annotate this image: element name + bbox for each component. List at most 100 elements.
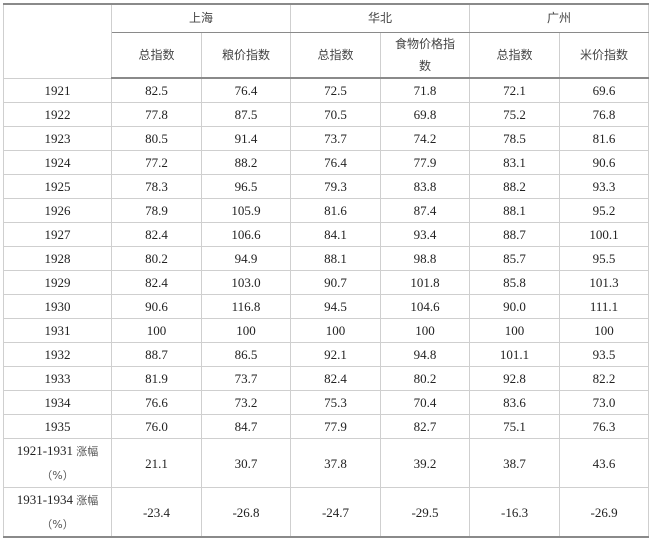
summary-years: 1921-1931: [16, 443, 74, 458]
summary-value-cell: 21.1: [111, 438, 202, 488]
value-cell: 98.8: [380, 246, 471, 271]
value-cell: 80.2: [111, 246, 202, 271]
value-cell: 78.5: [469, 126, 561, 151]
value-cell: 75.3: [290, 390, 382, 415]
value-cell: 100: [200, 318, 292, 343]
year-cell: 1921: [3, 77, 112, 103]
value-cell: 75.1: [469, 414, 561, 439]
value-cell: 103.0: [200, 270, 292, 295]
value-cell: 100.1: [559, 222, 650, 247]
value-cell: 76.0: [111, 414, 202, 439]
column-header: 粮价指数: [200, 32, 292, 79]
value-cell: 72.1: [469, 77, 561, 103]
value-cell: 78.9: [111, 198, 202, 223]
value-cell: 80.2: [380, 366, 471, 391]
value-cell: 85.8: [469, 270, 561, 295]
value-cell: 104.6: [380, 294, 471, 319]
value-cell: 92.8: [469, 366, 561, 391]
value-cell: 71.8: [380, 77, 471, 103]
value-cell: 85.7: [469, 246, 561, 271]
table-row: 1931 100 100 100 100 100 100: [3, 318, 650, 343]
value-cell: 91.4: [200, 126, 292, 151]
value-cell: 116.8: [200, 294, 292, 319]
value-cell: 100: [290, 318, 382, 343]
value-cell: 101.3: [559, 270, 650, 295]
value-cell: 88.2: [469, 174, 561, 199]
value-cell: 93.4: [380, 222, 471, 247]
summary-label-cell: 1931-1934 涨幅 （%）: [3, 487, 112, 538]
column-header: 总指数: [290, 32, 382, 79]
summary-row: 1931-1934 涨幅 （%） -23.4 -26.8 -24.7 -29.5 -16.3…: [3, 487, 650, 538]
value-cell: 82.4: [111, 270, 202, 295]
value-cell: 84.7: [200, 414, 292, 439]
value-cell: 83.6: [469, 390, 561, 415]
summary-text: 涨幅: [76, 494, 99, 507]
year-cell: 1929: [3, 270, 112, 295]
column-header: 总指数: [469, 32, 561, 79]
summary-value-cell: -26.8: [200, 487, 292, 538]
table-row: 1924 77.2 88.2 76.4 77.9 83.1 90.6: [3, 150, 650, 175]
value-cell: 77.9: [380, 150, 471, 175]
value-cell: 86.5: [200, 342, 292, 367]
value-cell: 70.5: [290, 102, 382, 127]
value-cell: 76.4: [290, 150, 382, 175]
table-row: 1925 78.3 96.5 79.3 83.8 88.2 93.3: [3, 174, 650, 199]
value-cell: 87.4: [380, 198, 471, 223]
value-cell: 111.1: [559, 294, 650, 319]
value-cell: 100: [469, 318, 561, 343]
value-cell: 100: [559, 318, 650, 343]
summary-value-cell: 30.7: [200, 438, 292, 488]
value-cell: 90.7: [290, 270, 382, 295]
value-cell: 100: [380, 318, 471, 343]
summary-text: 涨幅: [76, 445, 99, 458]
value-cell: 69.8: [380, 102, 471, 127]
table-body: 1921 82.5 76.4 72.5 71.8 72.1 69.6 1922 77.8 87.5…: [3, 77, 650, 538]
value-cell: 74.2: [380, 126, 471, 151]
value-cell: 88.1: [290, 246, 382, 271]
table-row: 1932 88.7 86.5 92.1 94.8 101.1 93.5: [3, 342, 650, 367]
value-cell: 88.7: [469, 222, 561, 247]
summary-row: 1921-1931 涨幅 （%） 21.1 30.7 37.8 39.2 38.7 43.6: [3, 438, 650, 488]
value-cell: 78.3: [111, 174, 202, 199]
year-cell: 1925: [3, 174, 112, 199]
value-cell: 73.2: [200, 390, 292, 415]
value-cell: 79.3: [290, 174, 382, 199]
year-cell: 1935: [3, 414, 112, 439]
value-cell: 81.6: [290, 198, 382, 223]
value-cell: 77.9: [290, 414, 382, 439]
price-index-table: 上海 华北 广州 总指数 粮价指数 总指数 食物价格指数 总指数 米价指数 1921 82.…: [3, 3, 650, 538]
table-row: 1921 82.5 76.4 72.5 71.8 72.1 69.6: [3, 77, 650, 103]
year-cell: 1927: [3, 222, 112, 247]
value-cell: 77.8: [111, 102, 202, 127]
value-cell: 73.7: [290, 126, 382, 151]
column-header: 总指数: [111, 32, 202, 79]
value-cell: 72.5: [290, 77, 382, 103]
value-cell: 81.6: [559, 126, 650, 151]
value-cell: 101.1: [469, 342, 561, 367]
summary-value-cell: 39.2: [380, 438, 471, 488]
table-row: 1935 76.0 84.7 77.9 82.7 75.1 76.3: [3, 414, 650, 439]
value-cell: 94.5: [290, 294, 382, 319]
summary-years: 1931-1934: [16, 492, 74, 507]
value-cell: 80.5: [111, 126, 202, 151]
value-cell: 94.8: [380, 342, 471, 367]
table-row: 1923 80.5 91.4 73.7 74.2 78.5 81.6: [3, 126, 650, 151]
value-cell: 69.6: [559, 77, 650, 103]
value-cell: 100: [111, 318, 202, 343]
value-cell: 101.8: [380, 270, 471, 295]
corner-cell: [3, 3, 112, 79]
value-cell: 83.1: [469, 150, 561, 175]
year-cell: 1931: [3, 318, 112, 343]
summary-value-cell: -29.5: [380, 487, 471, 538]
value-cell: 106.6: [200, 222, 292, 247]
year-cell: 1930: [3, 294, 112, 319]
value-cell: 73.7: [200, 366, 292, 391]
value-cell: 92.1: [290, 342, 382, 367]
value-cell: 82.4: [290, 366, 382, 391]
year-cell: 1923: [3, 126, 112, 151]
value-cell: 93.3: [559, 174, 650, 199]
summary-value-cell: -26.9: [559, 487, 650, 538]
group-header-row: 上海 华北 广州: [3, 3, 650, 79]
year-cell: 1922: [3, 102, 112, 127]
table-row: 1922 77.8 87.5 70.5 69.8 75.2 76.8: [3, 102, 650, 127]
